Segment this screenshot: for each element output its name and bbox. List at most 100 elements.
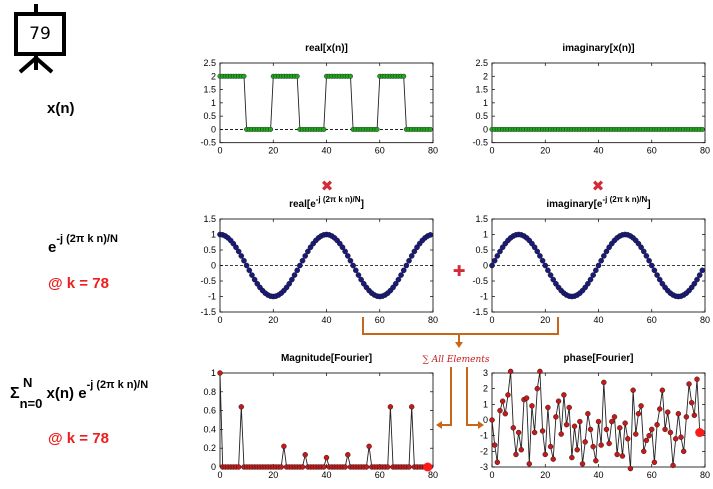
data-point [630, 387, 636, 393]
data-point [547, 443, 554, 450]
y-tick-label: 2 [483, 384, 488, 394]
series-line [220, 75, 431, 130]
x-tick-label: 80 [428, 146, 438, 156]
data-point [363, 464, 370, 470]
data-point [238, 253, 245, 259]
data-point [598, 442, 604, 448]
data-point [654, 422, 660, 428]
data-point [249, 272, 255, 278]
data-point [246, 267, 253, 274]
y-tick-label: 2 [211, 71, 216, 81]
data-point [400, 267, 407, 274]
y-tick-label: 1 [483, 399, 488, 409]
data-point [646, 257, 652, 264]
data-point [281, 443, 287, 450]
data-point [651, 267, 658, 274]
y-tick-label: 0.5 [475, 245, 488, 255]
x-tick-label: 0 [217, 470, 222, 480]
data-point [499, 398, 506, 404]
data-point [606, 440, 612, 447]
dft-exponent: -j (2π k n)/N [86, 379, 149, 391]
x-tick-label: 20 [540, 470, 550, 480]
data-point [398, 272, 404, 278]
data-point [558, 431, 564, 437]
data-point [609, 418, 615, 425]
data-point [403, 262, 410, 269]
data-point [345, 452, 351, 458]
data-point [321, 464, 327, 470]
y-tick-label: 1.5 [475, 214, 488, 224]
data-point [401, 73, 407, 79]
data-point [614, 451, 620, 458]
data-point [523, 395, 530, 401]
data-point [268, 126, 274, 132]
x-tick-label: 20 [268, 146, 278, 156]
y-tick-label: 2.5 [475, 58, 488, 68]
data-point [299, 464, 306, 470]
data-point [241, 257, 247, 264]
data-point [656, 276, 663, 283]
data-point [497, 248, 503, 255]
data-point [366, 443, 372, 450]
data-point [241, 73, 247, 79]
chart-panel-3: imaginary[e-j (2π k n)/N] -1.5 -1 -0.5 0 0.5 1… [472, 195, 710, 325]
data-point [691, 280, 698, 287]
data-point [569, 454, 575, 461]
data-point [601, 379, 607, 386]
y-tick-label: 1 [211, 230, 216, 240]
highlight-point [423, 462, 433, 472]
y-tick-label: 0 [211, 124, 216, 134]
data-point [392, 280, 399, 287]
data-point [571, 423, 578, 429]
data-point [339, 244, 346, 251]
data-point [691, 412, 698, 418]
data-point [587, 426, 594, 433]
data-point [344, 253, 351, 259]
data-point [251, 276, 258, 283]
chart-title: phase[Fourier] [563, 353, 633, 364]
y-tick-label: -1.5 [472, 307, 488, 317]
data-point [641, 448, 647, 455]
data-point [489, 417, 495, 423]
y-tick-label: -1 [208, 292, 216, 302]
data-point [555, 398, 562, 404]
data-point [659, 387, 666, 393]
data-point [494, 253, 501, 259]
y-tick-label: 0.6 [203, 406, 216, 416]
x-tick-label: 80 [700, 315, 710, 325]
data-point [510, 425, 516, 431]
x-tick-label: 0 [489, 470, 494, 480]
data-point [507, 368, 514, 375]
data-point [579, 461, 586, 467]
chart-title: real[x(n)] [305, 43, 348, 54]
data-point [598, 257, 604, 264]
sum-arrows [362, 317, 559, 426]
chart-panel-0: real[x(n)]-0.500.511.522.50 20 40 60 80 [200, 43, 438, 156]
data-point [347, 257, 354, 264]
chart-title: Magnitude[Fourier] [281, 353, 372, 364]
kernel-exponent: -j (2π k n)/N [56, 233, 118, 245]
data-point [539, 257, 546, 264]
data-point [539, 428, 546, 434]
data-point [657, 406, 663, 412]
data-point [627, 465, 634, 472]
data-point [427, 232, 434, 238]
data-point [350, 262, 356, 269]
data-point [619, 453, 626, 459]
data-point [601, 253, 607, 259]
x-tick-label: 80 [700, 146, 710, 156]
data-point [646, 432, 652, 439]
y-tick-label: -0.5 [472, 276, 488, 286]
sum-label: ∑ All Elements [422, 355, 489, 365]
data-point [694, 376, 700, 382]
data-point [526, 461, 532, 467]
y-tick-label: 1 [483, 98, 488, 108]
data-point [595, 262, 602, 269]
data-point [574, 447, 580, 453]
data-point [427, 126, 433, 132]
x-tick-label: 40 [321, 146, 331, 156]
data-point [563, 422, 570, 428]
data-point [299, 257, 306, 264]
y-tick-label: -1 [480, 292, 488, 302]
data-point [681, 448, 687, 455]
